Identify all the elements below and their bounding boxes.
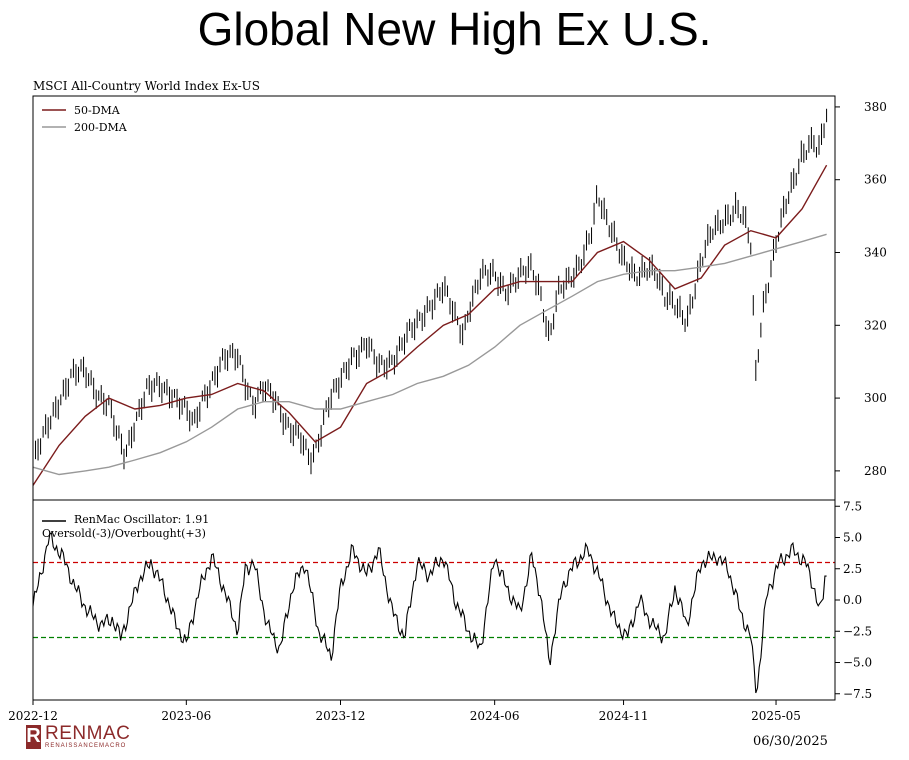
y-tick-label: −7.5	[843, 687, 872, 701]
x-tick-label: 2025-05	[751, 709, 801, 723]
brand-name: RENMAC	[45, 723, 131, 744]
brand-mark-icon: R	[26, 724, 41, 749]
legend-label: 200-DMA	[74, 121, 128, 134]
page-title: Global New High Ex U.S.	[197, 3, 712, 55]
y-tick-label: 5.0	[843, 531, 862, 545]
date-label: 06/30/2025	[753, 734, 828, 749]
brand-tagline: RENAISSANCEMACRO	[45, 743, 127, 749]
y-tick-label: 360	[864, 173, 887, 187]
legend-label: 50-DMA	[74, 104, 121, 117]
x-tick-label: 2022-12	[8, 709, 58, 723]
y-tick-label: 7.5	[843, 499, 862, 513]
price-bars	[32, 108, 828, 475]
x-tick-label: 2023-12	[316, 709, 366, 723]
oscillator-line	[32, 532, 827, 694]
series-line-200-dma	[32, 233, 827, 476]
oscillator-legend-sub: Oversold(-3)/Overbought(+3)	[42, 527, 206, 540]
oscillator-panel: RenMac Oscillator: 1.91Oversold(-3)/Over…	[8, 499, 872, 723]
x-tick-label: 2024-11	[599, 709, 649, 723]
y-tick-label: 300	[864, 391, 887, 405]
y-tick-label: 380	[864, 100, 887, 114]
y-tick-label: −5.0	[843, 656, 872, 670]
y-tick-label: 0.0	[843, 593, 862, 607]
y-tick-label: 340	[864, 246, 887, 260]
y-tick-label: 2.5	[843, 562, 862, 576]
x-tick-label: 2023-06	[161, 709, 211, 723]
y-tick-label: 280	[864, 464, 887, 478]
oscillator-legend-label: RenMac Oscillator: 1.91	[74, 513, 209, 526]
x-tick-label: 2024-06	[470, 709, 520, 723]
y-tick-label: 320	[864, 318, 887, 332]
y-tick-label: −2.5	[843, 624, 872, 638]
price-panel: MSCI All-Country World Index Ex-US 50-DMA…	[32, 79, 887, 501]
brand-logo: R RENMAC RENAISSANCEMACRO	[26, 724, 130, 749]
price-panel-title: MSCI All-Country World Index Ex-US	[33, 79, 260, 93]
price-panel-frame	[32, 95, 836, 501]
series-line-50-dma	[32, 164, 828, 486]
